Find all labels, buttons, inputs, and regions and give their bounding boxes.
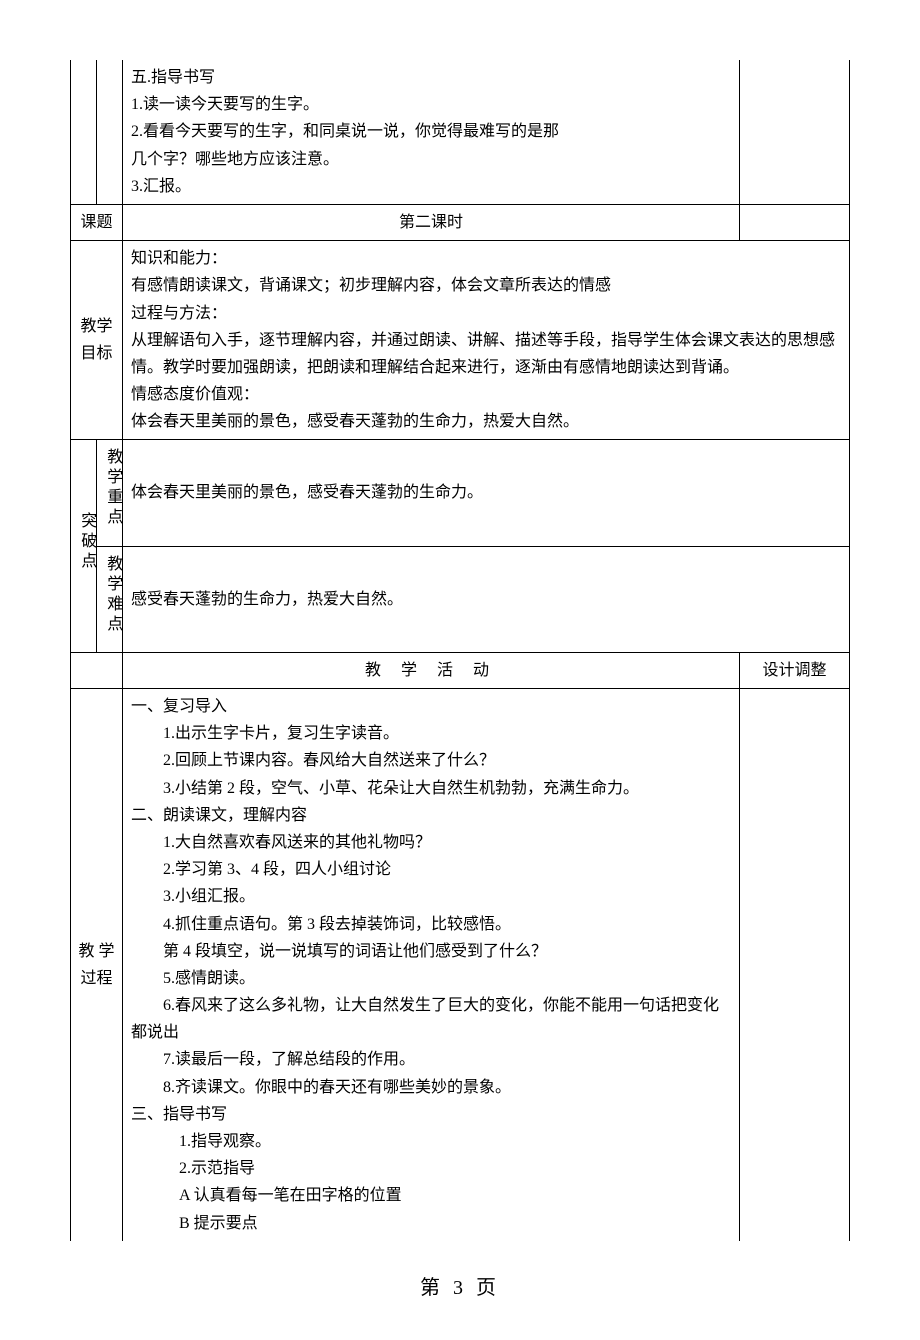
breakthrough-label: 突破点 [71, 440, 97, 652]
activity-label-blank [71, 652, 123, 688]
row1-content: 五.指导书写 1.读一读今天要写的生字。 2.看看今天要写的生字，和同桌说一说，… [123, 60, 740, 204]
difficulty-label: 教学难点 [97, 546, 123, 652]
goal-label-text: 教学目标 [73, 313, 120, 367]
proc-l13: 8.齐读课文。你眼中的春天还有哪些美妙的景象。 [131, 1074, 731, 1101]
topic-value: 第二课时 [123, 204, 740, 240]
difficulty-label-text: 教学难点 [99, 555, 126, 635]
row1-label-inner [97, 60, 123, 204]
row1-label-outer [71, 60, 97, 204]
proc-l5: 1.大自然喜欢春风送来的其他礼物吗？ [131, 829, 731, 856]
goal-l4: 情感态度价值观： [131, 381, 841, 408]
keypoint-content: 体会春天里美丽的景色，感受春天蓬勃的生命力。 [123, 440, 850, 546]
goal-l1: 有感情朗读课文，背诵课文；初步理解内容，体会文章所表达的情感 [131, 272, 841, 299]
adjust-header: 设计调整 [740, 652, 850, 688]
proc-l2: 2.回顾上节课内容。春风给大自然送来了什么？ [131, 747, 731, 774]
goal-label: 教学目标 [71, 241, 123, 440]
activity-header: 教 学 活 动 [123, 652, 740, 688]
proc-l8: 4.抓住重点语句。第 3 段去掉装饰词，比较感悟。 [131, 911, 731, 938]
goal-l0: 知识和能力： [131, 245, 841, 272]
topic-adjust [740, 204, 850, 240]
row1-l3: 几个字？哪些地方应该注意。 [131, 146, 731, 173]
proc-l6: 2.学习第 3、4 段，四人小组讨论 [131, 856, 731, 883]
proc-l7: 3.小组汇报。 [131, 883, 731, 910]
goal-l5: 体会春天里美丽的景色，感受春天蓬勃的生命力，热爱大自然。 [131, 408, 841, 435]
goal-content: 知识和能力： 有感情朗读课文，背诵课文；初步理解内容，体会文章所表达的情感 过程… [123, 241, 850, 440]
row1-l0: 五.指导书写 [131, 64, 731, 91]
goal-l2: 过程与方法： [131, 300, 841, 327]
topic-label: 课题 [71, 204, 123, 240]
proc-l10: 5.感情朗读。 [131, 965, 731, 992]
proc-l3: 3.小结第 2 段，空气、小草、花朵让大自然生机勃勃，充满生命力。 [131, 775, 731, 802]
row1-adjust [740, 60, 850, 204]
proc-l11: 6.春风来了这么多礼物，让大自然发生了巨大的变化，你能不能用一句话把变化都说出 [131, 992, 731, 1046]
proc-l9: 第 4 段填空，说一说填写的词语让他们感受到了什么？ [131, 938, 731, 965]
proc-l1: 1.出示生字卡片，复习生字读音。 [131, 720, 731, 747]
keypoint-label: 教学重点 [97, 440, 123, 546]
process-adjust [740, 689, 850, 1241]
row1-l1: 1.读一读今天要写的生字。 [131, 91, 731, 118]
proc-l18: B 提示要点 [131, 1210, 731, 1237]
page: 五.指导书写 1.读一读今天要写的生字。 2.看看今天要写的生字，和同桌说一说，… [0, 0, 920, 1340]
keypoint-text: 体会春天里美丽的景色，感受春天蓬勃的生命力。 [131, 479, 841, 506]
proc-l4: 二、朗读课文，理解内容 [131, 802, 731, 829]
proc-l17: A 认真看每一笔在田字格的位置 [131, 1182, 731, 1209]
process-label: 教 学 过程 [71, 689, 123, 1241]
goal-l3: 从理解语句入手，逐节理解内容，并通过朗读、讲解、描述等手段，指导学生体会课文表达… [131, 327, 841, 381]
process-label-text: 教 学 过程 [73, 938, 120, 992]
proc-l16: 2.示范指导 [131, 1155, 731, 1182]
lesson-plan-table: 五.指导书写 1.读一读今天要写的生字。 2.看看今天要写的生字，和同桌说一说，… [70, 60, 850, 1241]
breakthrough-label-text: 突破点 [73, 512, 100, 572]
difficulty-text: 感受春天蓬勃的生命力，热爱大自然。 [131, 586, 841, 613]
page-footer: 第 3 页 [70, 1271, 850, 1300]
row1-l2: 2.看看今天要写的生字，和同桌说一说，你觉得最难写的是那 [131, 118, 731, 145]
row1-l4: 3.汇报。 [131, 173, 731, 200]
difficulty-content: 感受春天蓬勃的生命力，热爱大自然。 [123, 546, 850, 652]
proc-l12: 7.读最后一段，了解总结段的作用。 [131, 1046, 731, 1073]
keypoint-label-text: 教学重点 [99, 448, 126, 528]
proc-l14: 三、指导书写 [131, 1101, 731, 1128]
proc-l0: 一、复习导入 [131, 693, 731, 720]
proc-l15: 1.指导观察。 [131, 1128, 731, 1155]
process-content: 一、复习导入 1.出示生字卡片，复习生字读音。 2.回顾上节课内容。春风给大自然… [123, 689, 740, 1241]
